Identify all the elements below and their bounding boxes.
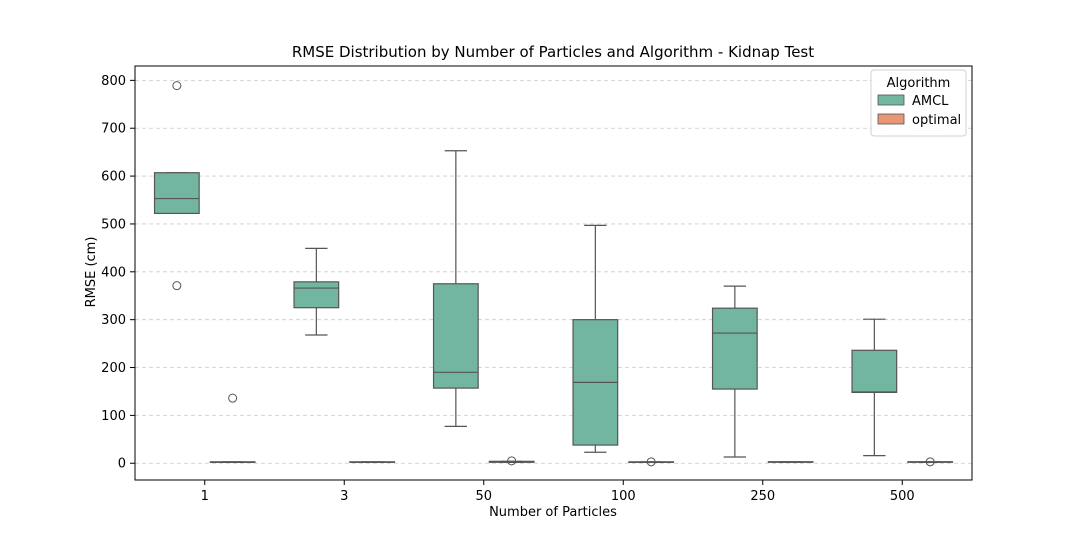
outlier-point — [228, 393, 238, 403]
y-tick-label: 100 — [101, 409, 126, 424]
legend-swatch-optimal — [877, 113, 905, 125]
box-optimal-100 — [628, 457, 675, 467]
legend-title: Algorithm — [887, 76, 951, 91]
outlier-point — [507, 456, 517, 466]
x-axis-title: Number of Particles — [489, 505, 617, 520]
iqr-box — [851, 349, 898, 394]
legend: Algorithm AMCL optimal — [870, 69, 967, 137]
y-tick-label: 500 — [101, 217, 126, 232]
x-tick-label: 100 — [611, 489, 636, 504]
iqr-box — [432, 283, 479, 389]
box-amcl-100 — [572, 224, 619, 453]
legend-label-optimal: optimal — [912, 113, 961, 128]
box-plots — [153, 81, 954, 467]
y-tick-label: 800 — [101, 74, 126, 89]
y-tick-label: 600 — [101, 170, 126, 185]
legend-swatch-amcl — [877, 94, 905, 106]
x-tick-label: 500 — [890, 489, 915, 504]
x-tick-label: 3 — [340, 489, 348, 504]
iqr-box — [711, 307, 758, 390]
box-optimal-50 — [488, 456, 535, 466]
y-tick-label: 0 — [118, 457, 126, 472]
outlier-point — [172, 281, 182, 291]
box-optimal-250 — [767, 461, 814, 463]
y-tick-label: 700 — [101, 122, 126, 137]
y-tick-label: 200 — [101, 361, 126, 376]
iqr-box — [153, 172, 200, 215]
plot-frame — [134, 65, 973, 481]
y-tick-label: 400 — [101, 265, 126, 280]
x-tick-label: 1 — [201, 489, 209, 504]
box-optimal-3 — [349, 461, 396, 463]
box-optimal-500 — [907, 457, 954, 467]
axes: 0 100 200 300 400 500 600 700 800 1 3 50 100 250 500 — [101, 65, 973, 504]
x-tick-label: 50 — [475, 489, 492, 504]
chart-title: RMSE Distribution by Number of Particles… — [292, 43, 814, 61]
box-amcl-500 — [851, 318, 898, 457]
box-amcl-250 — [711, 285, 758, 458]
y-axis-title: RMSE (cm) — [84, 237, 99, 308]
box-optimal-1 — [209, 393, 256, 463]
outlier-point — [925, 457, 935, 467]
box-amcl-1 — [153, 81, 200, 291]
box-amcl-3 — [293, 247, 340, 336]
outlier-point — [172, 81, 182, 91]
iqr-box — [293, 281, 340, 309]
x-tick-label: 250 — [750, 489, 775, 504]
legend-label-amcl: AMCL — [912, 94, 949, 109]
outlier-point — [646, 457, 656, 467]
y-tick-label: 300 — [101, 313, 126, 328]
box-amcl-50 — [432, 150, 479, 427]
